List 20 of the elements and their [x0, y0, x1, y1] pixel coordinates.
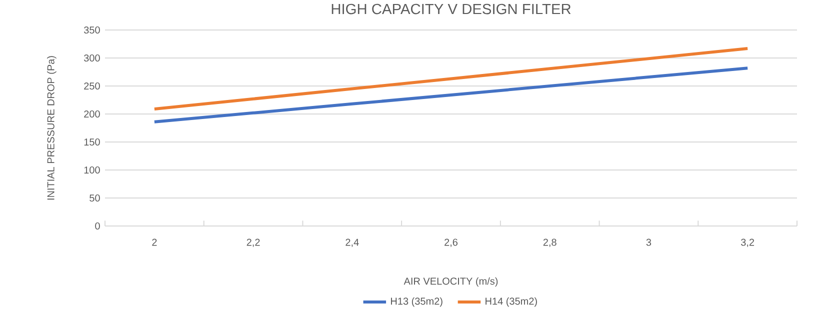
y-tick-label: 150 — [84, 138, 100, 146]
x-tick-label: 3,2 — [741, 238, 754, 247]
y-tick-label: 300 — [84, 54, 100, 62]
x-axis-title: AIR VELOCITY (m/s) — [404, 277, 498, 287]
x-tick-label: 2 — [152, 238, 157, 246]
x-tick-label: 3 — [646, 238, 652, 246]
legend-label: H13 (35m2) — [391, 297, 442, 307]
y-tick-label: 50 — [90, 194, 100, 202]
y-tick-label: 350 — [84, 26, 100, 34]
x-tick-label: 2,8 — [543, 238, 556, 247]
y-tick-label: 250 — [84, 82, 100, 90]
y-tick-label: 100 — [84, 166, 100, 174]
x-tick-label: 2,2 — [246, 238, 260, 247]
x-tick-label: 2,4 — [346, 238, 359, 247]
x-tick-label: 2,6 — [444, 238, 458, 247]
y-tick-label: 200 — [84, 110, 100, 118]
chart-title: HIGH CAPACITY V DESIGN FILTER — [332, 4, 571, 14]
legend-label: H14 (35m2) — [486, 297, 537, 307]
y-tick-label: 0 — [95, 222, 100, 230]
y-axis-title: INITIAL PRESSURE DROP (Pa) — [47, 56, 56, 200]
